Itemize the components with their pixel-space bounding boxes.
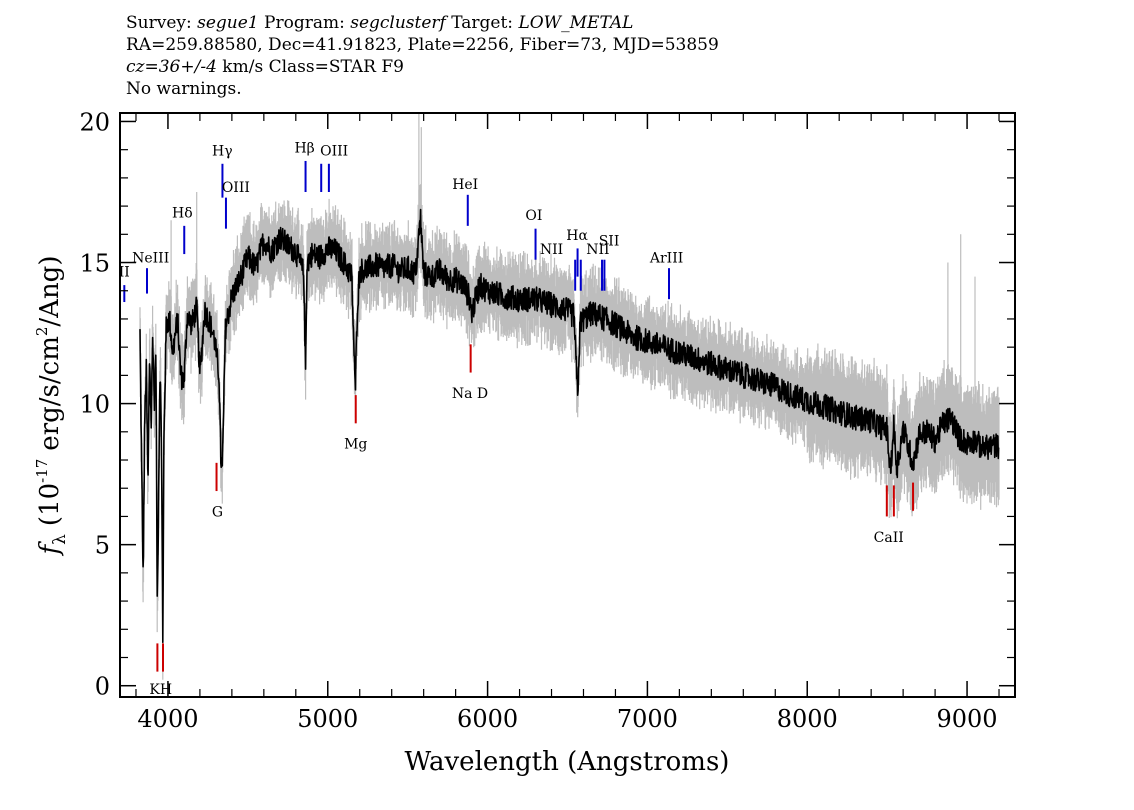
y-axis-pre: (10	[35, 483, 65, 526]
emission-line-label-9: OI	[525, 208, 542, 224]
absorption-line-label-4: Na D	[452, 386, 488, 402]
y-tick-label-4: 20	[79, 108, 110, 136]
y-axis-title: fλ(10-17erg/s/cm2/Ang)	[33, 256, 70, 557]
x-tick-label-5: 9000	[937, 705, 998, 733]
emission-line-label-10: NII	[540, 242, 563, 258]
redshift-value: cz=36+/-4	[126, 57, 217, 77]
y-axis-sub: λ	[50, 534, 70, 545]
program-value: segclusterf	[350, 13, 446, 33]
emission-line-label-4: OIII	[222, 180, 250, 196]
plot-header: Survey: segue1 Program: segclusterf Targ…	[126, 12, 719, 100]
x-axis-title: Wavelength (Angstroms)	[405, 747, 730, 777]
emission-line-label-6: OIII	[320, 143, 348, 159]
class-value: km/s Class=STAR F9	[222, 57, 404, 77]
y-tick-label-0: 0	[95, 673, 110, 701]
header-line-3: cz=36+/-4 km/s Class=STAR F9	[126, 56, 719, 78]
survey-label: Survey:	[126, 13, 192, 33]
axis-ticks: 4000 5000 6000 7000 8000 9000 0 5 10 15 20	[79, 108, 1015, 733]
target-value: LOW_METAL	[518, 13, 634, 33]
emission-line-label-2: Hδ	[172, 205, 193, 221]
emission-line-label-0: II	[119, 265, 130, 281]
emission-line-label-15: ArIII	[649, 251, 683, 267]
x-tick-label-0: 4000	[137, 705, 198, 733]
y-axis-post: /Ang)	[35, 256, 65, 327]
emission-line-label-1: NeIII	[132, 251, 169, 267]
header-line-1: Survey: segue1 Program: segclusterf Targ…	[126, 12, 719, 34]
plot-frame	[119, 112, 1016, 698]
target-label: Target:	[451, 13, 514, 33]
emission-line-label-8: HeI	[452, 177, 478, 193]
emission-line-label-14: SII	[599, 234, 620, 250]
y-tick-label-3: 15	[79, 250, 110, 278]
spectrum-line	[139, 208, 1000, 644]
y-axis-mid: erg/s/cm	[35, 336, 65, 451]
survey-value: segue1	[197, 13, 259, 33]
emission-line-label-5: Hβ	[294, 140, 314, 156]
header-line-2: RA=259.88580, Dec=41.91823, Plate=2256, …	[126, 35, 719, 55]
emission-line-label-3: Hγ	[212, 143, 233, 159]
y-tick-label-2: 10	[79, 391, 110, 419]
spectrum-series	[139, 208, 1000, 644]
spectral-lines	[123, 160, 915, 672]
absorption-line-label-2: G	[212, 504, 223, 520]
emission-line-label-13: NII	[586, 242, 609, 258]
x-tick-label-3: 7000	[617, 705, 678, 733]
y-axis-exp2: 2	[33, 327, 51, 337]
absorption-line-label-6: CaII	[874, 530, 904, 546]
absorption-line-label-3: Mg	[344, 437, 367, 453]
x-tick-label-2: 6000	[457, 705, 518, 733]
header-line-4: No warnings.	[126, 79, 242, 99]
y-axis-exp1: -17	[33, 459, 51, 483]
x-tick-label-4: 8000	[777, 705, 838, 733]
error-band-path	[139, 113, 1000, 680]
x-tick-label-1: 5000	[297, 705, 358, 733]
absorption-line-label-1: KH	[149, 682, 172, 698]
y-tick-label-1: 5	[95, 532, 110, 560]
emission-line-label-11: Hα	[566, 228, 588, 244]
program-label: Program:	[264, 13, 345, 33]
error-band	[139, 113, 1000, 680]
